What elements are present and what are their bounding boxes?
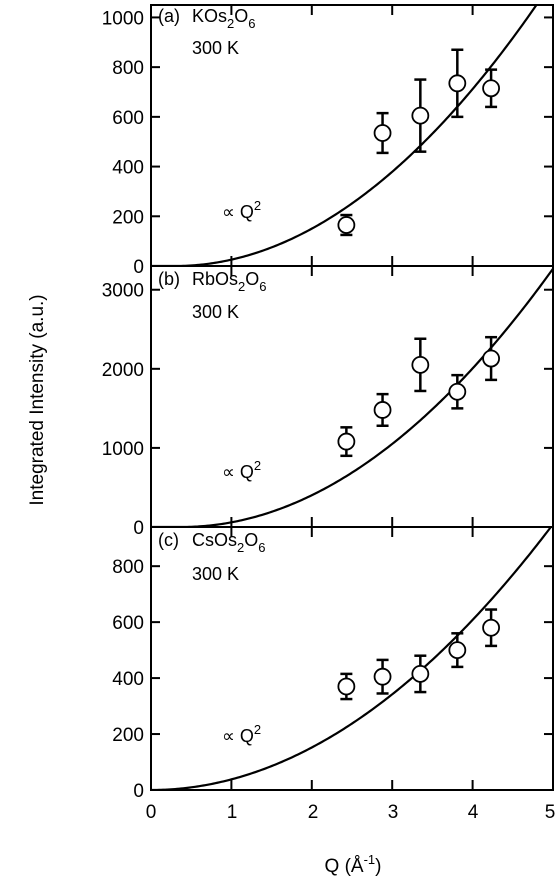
fit-curve-label: ∝ Q2 (222, 458, 261, 482)
y-tick-label: 0 (133, 518, 144, 539)
fit-curve-label: ∝ Q2 (222, 722, 261, 746)
data-point (482, 349, 500, 368)
x-tick-label: 5 (545, 802, 556, 823)
panel-label: (b) (158, 269, 180, 289)
fit-curve (151, 527, 553, 790)
temperature-label: 300 K (192, 38, 239, 58)
temperature-label: 300 K (192, 564, 239, 584)
data-point (337, 432, 356, 451)
y-tick-label: 3000 (102, 281, 144, 302)
y-tick-label: 400 (112, 669, 144, 690)
data-point (448, 74, 467, 93)
data-point (337, 677, 356, 696)
data-point (411, 355, 430, 374)
x-tick-label: 2 (308, 802, 319, 823)
x-axis-label-main: Q (Å (325, 856, 364, 877)
data-point (373, 401, 392, 419)
compound-label: KOs2O6 (192, 6, 256, 31)
data-point (448, 382, 467, 401)
fit-curve-label: ∝ Q2 (222, 198, 261, 222)
panel-c-header: (c) CsOs2O6 300 K ∝ Q2 (158, 530, 265, 746)
y-tick-label: 0 (133, 781, 144, 802)
x-tick-label: 1 (227, 802, 238, 823)
data-point (337, 216, 356, 234)
x-axis-label-end: ) (375, 856, 381, 877)
y-tick-label: 400 (112, 158, 144, 179)
y-tick-label: 800 (112, 58, 144, 79)
y-tick-label: 2000 (102, 360, 144, 381)
panel-label: (a) (158, 6, 180, 26)
temperature-label: 300 K (192, 302, 239, 322)
data-point (373, 667, 392, 686)
data-point (411, 664, 430, 683)
x-tick-label: 4 (468, 802, 479, 823)
y-tick-label: 600 (112, 613, 144, 634)
y-axis-label: Integrated Intensity (a.u.) (27, 294, 48, 505)
panel-b: (b) RbOs2O6 300 K ∝ Q2 0 1000 2000 3000 (102, 265, 554, 539)
compound-label: RbOs2O6 (192, 269, 267, 294)
y-tick-label: 800 (112, 557, 144, 578)
y-tick-label: 1000 (102, 439, 144, 460)
x-tick-labels: 0 1 2 3 4 5 (146, 802, 556, 823)
x-tick-label: 3 (388, 802, 399, 823)
panel-c: (c) CsOs2O6 300 K ∝ Q2 0 200 400 600 800 (112, 526, 554, 802)
y-tick-label: 200 (112, 207, 144, 228)
data-point (373, 124, 392, 142)
compound-label: CsOs2O6 (192, 530, 265, 555)
y-tick-label: 1000 (102, 8, 144, 29)
x-axis-label-exponent: -1 (364, 852, 376, 867)
fit-curve (151, 5, 538, 266)
x-tick-label: 0 (146, 802, 157, 823)
data-point (448, 641, 467, 660)
plot-frame (150, 526, 554, 791)
panel-a-header: (a) KOs2O6 300 K ∝ Q2 (158, 6, 261, 222)
data-point (482, 79, 500, 98)
y-tick-label: 0 (133, 257, 144, 278)
data-point (411, 106, 430, 125)
panel-a: (a) KOs2O6 300 K ∝ Q2 0 200 400 600 800 1000 (102, 4, 554, 278)
y-tick-label: 600 (112, 108, 144, 129)
panel-b-header: (b) RbOs2O6 300 K ∝ Q2 (158, 269, 267, 482)
x-axis-label: Q (Å-1) (325, 852, 382, 877)
y-tick-label: 200 (112, 725, 144, 746)
data-point (482, 618, 500, 637)
panel-label: (c) (158, 530, 179, 550)
